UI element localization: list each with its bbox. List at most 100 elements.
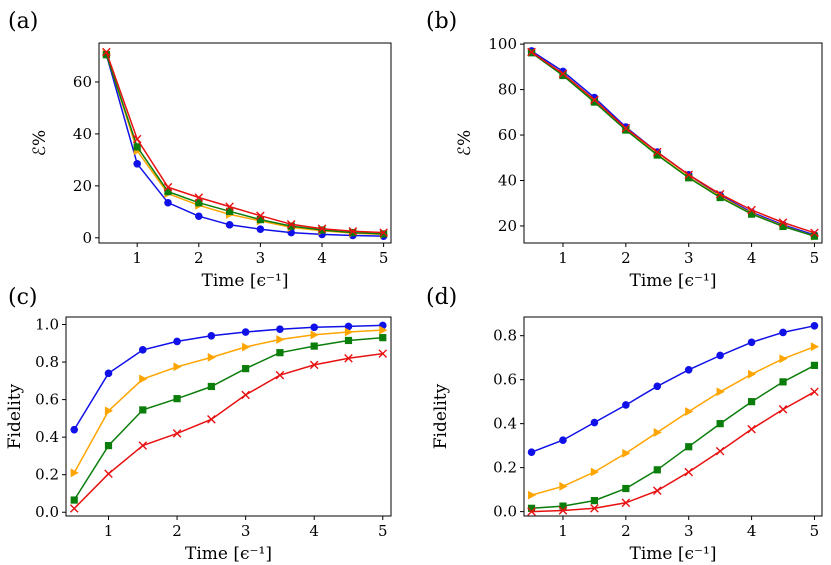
- series-orange-marker: [716, 387, 725, 397]
- series-line-green: [73, 336, 383, 501]
- series-orange-marker: [527, 490, 537, 500]
- x-tick-label: 4: [309, 522, 319, 540]
- series-blue-marker: [194, 212, 203, 221]
- series-red-marker: [715, 446, 725, 456]
- series-green-marker: [622, 126, 630, 134]
- x-tick-label: 1: [558, 249, 568, 267]
- series-orange-marker: [310, 330, 319, 340]
- series-orange: [527, 47, 820, 241]
- series-red-marker: [132, 134, 142, 144]
- y-axis-label: Fidelity: [431, 383, 451, 449]
- series-orange-marker: [622, 448, 631, 458]
- series-red-marker: [275, 370, 285, 380]
- series-green: [102, 51, 388, 238]
- series-red-marker: [590, 95, 599, 105]
- series-line-blue: [531, 325, 815, 453]
- y-tick-label: 0.2: [35, 466, 59, 484]
- series-green-marker: [716, 420, 724, 428]
- plot-frame: [523, 42, 823, 244]
- y-axis-label: ℰ%: [30, 130, 50, 156]
- series-green-marker: [139, 406, 147, 414]
- series-red-marker: [684, 467, 694, 477]
- series-green-marker: [256, 216, 265, 224]
- x-tick-label: 1: [132, 249, 142, 267]
- series-line-blue: [531, 50, 815, 236]
- y-tick-label: 80: [498, 81, 517, 99]
- series-blue-marker: [173, 337, 181, 346]
- series-line-red: [73, 352, 383, 510]
- y-tick-label: 0.6: [35, 391, 59, 409]
- series-orange-marker: [379, 325, 388, 335]
- x-tick-label: 5: [810, 522, 820, 540]
- series-orange-marker: [810, 342, 820, 352]
- series-green-marker: [590, 497, 599, 505]
- series-green-marker: [380, 230, 388, 238]
- series-red-marker: [163, 182, 173, 192]
- x-axis-label: Time [ϵ⁻¹]: [630, 271, 717, 291]
- series-red-marker: [69, 504, 79, 513]
- series-orange-marker: [242, 342, 251, 352]
- y-tick-label: 60: [498, 126, 517, 144]
- y-axis-label: Fidelity: [5, 383, 25, 449]
- series-line-red: [531, 391, 815, 513]
- series-blue-marker: [559, 436, 567, 444]
- plot-frame: [523, 316, 823, 517]
- series-red-marker: [286, 220, 296, 229]
- series-red-marker: [527, 47, 536, 57]
- series-orange: [527, 342, 820, 500]
- series-red-marker: [621, 123, 631, 133]
- x-tick-label: 2: [621, 522, 631, 540]
- series-orange-marker: [104, 406, 114, 416]
- series-green-marker: [133, 143, 141, 151]
- series-orange-marker: [344, 327, 354, 337]
- series-red-marker: [558, 506, 568, 515]
- series-blue-marker: [241, 328, 250, 336]
- series-green-marker: [379, 334, 387, 342]
- y-tick-label: 20: [498, 217, 517, 235]
- series-red-marker: [558, 69, 568, 78]
- series-green-marker: [685, 443, 693, 451]
- series-red-marker: [747, 205, 756, 215]
- series-orange-marker: [653, 428, 662, 437]
- series-orange-marker: [590, 467, 600, 477]
- series-blue-marker: [716, 351, 724, 360]
- series-red-marker: [747, 424, 756, 434]
- series-blue-marker: [225, 221, 234, 229]
- series-green-marker: [242, 365, 250, 373]
- series-green-marker: [810, 361, 819, 369]
- series-blue-marker: [133, 159, 141, 168]
- x-tick-label: 3: [684, 522, 694, 540]
- series-blue-marker: [104, 369, 113, 378]
- series-blue-marker: [276, 325, 284, 334]
- y-tick-label: 0.8: [493, 327, 517, 345]
- series-green-marker: [559, 502, 567, 510]
- y-axis-label: ℰ%: [455, 130, 475, 156]
- x-tick-label: 1: [558, 522, 568, 540]
- series-green: [527, 361, 819, 512]
- series-line-orange: [105, 53, 384, 236]
- series-green-marker: [70, 496, 78, 504]
- series-orange-marker: [779, 354, 788, 364]
- series-blue-marker: [256, 225, 265, 234]
- y-tick-label: 0.0: [493, 503, 517, 521]
- series-line-blue: [73, 324, 383, 430]
- panel-c: (c) 1 2 3 4 5 0.0 0.2 0.4 0.6 0.8 1.0 Time [ϵ⁻¹] Fide…: [5, 285, 392, 564]
- series-green-marker: [810, 232, 819, 240]
- series-red-marker: [684, 170, 694, 180]
- series-red-marker: [344, 354, 353, 363]
- series-green-marker: [104, 441, 113, 450]
- series-green-marker: [559, 71, 567, 80]
- series-green-marker: [527, 504, 536, 512]
- series-green-marker: [653, 151, 661, 159]
- series-red-marker: [102, 47, 111, 57]
- series-green-marker: [716, 193, 724, 202]
- series-green-marker: [747, 398, 756, 406]
- y-tick-label: 1.0: [35, 316, 59, 334]
- series-red-marker: [309, 360, 319, 370]
- series-blue: [70, 321, 387, 434]
- series-orange-marker: [559, 481, 568, 491]
- series-green-marker: [622, 484, 630, 493]
- x-tick-label: 4: [747, 522, 757, 540]
- x-tick-label: 3: [256, 249, 266, 267]
